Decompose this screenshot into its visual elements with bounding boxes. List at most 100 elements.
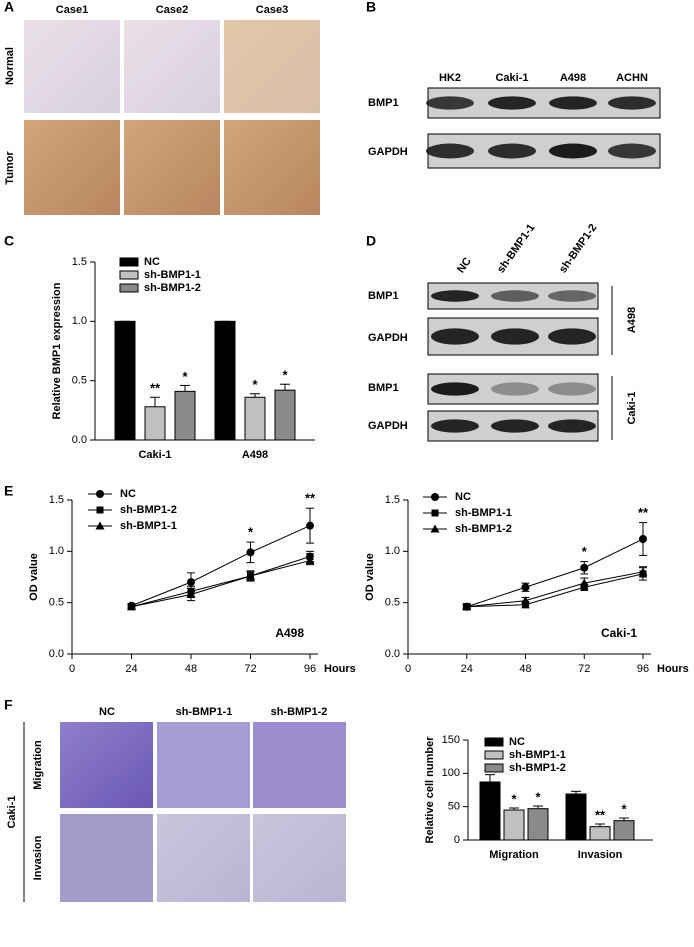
row-label: Migration bbox=[32, 740, 44, 790]
band bbox=[491, 328, 539, 345]
legend-marker bbox=[96, 490, 104, 498]
legend-swatch bbox=[119, 283, 139, 293]
significance: * bbox=[182, 369, 188, 384]
legend-label: NC bbox=[455, 491, 471, 503]
band bbox=[431, 419, 479, 433]
y-tick-label: 1.5 bbox=[385, 494, 400, 506]
x-tick-label: 24 bbox=[461, 663, 473, 675]
band-label: GAPDH bbox=[368, 146, 408, 158]
x-tick-label: 96 bbox=[304, 663, 316, 675]
cell-label: Caki-1 bbox=[6, 795, 18, 828]
x-tick-label: A498 bbox=[242, 449, 268, 461]
band-label: BMP1 bbox=[368, 382, 399, 394]
significance: ** bbox=[638, 505, 649, 520]
marker bbox=[306, 521, 314, 530]
ihc-image bbox=[224, 120, 320, 215]
bar bbox=[479, 781, 501, 841]
legend-marker bbox=[430, 524, 440, 533]
y-tick-label: 1.0 bbox=[49, 545, 64, 557]
y-tick-label: 0.0 bbox=[385, 648, 400, 660]
band bbox=[548, 419, 596, 433]
transwell-image bbox=[253, 814, 346, 902]
lane-label: Caki-1 bbox=[495, 72, 528, 84]
bar bbox=[174, 390, 196, 441]
marker bbox=[187, 578, 195, 587]
x-axis-title: Hours bbox=[324, 663, 356, 675]
ihc-image bbox=[224, 20, 320, 113]
band bbox=[426, 96, 474, 110]
legend-marker bbox=[96, 506, 104, 514]
panel-label: A bbox=[4, 0, 14, 15]
y-axis-title: Relative BMP1 expression bbox=[51, 282, 63, 419]
panel-label: C bbox=[4, 233, 14, 249]
band bbox=[491, 419, 539, 433]
legend-swatch bbox=[484, 737, 504, 747]
band-label: BMP1 bbox=[368, 97, 399, 109]
x-tick-label: 0 bbox=[69, 663, 75, 675]
bar bbox=[274, 389, 296, 441]
lane-label: sh-BMP1-2 bbox=[557, 222, 599, 275]
x-axis-title: Hours bbox=[657, 663, 689, 675]
legend-label: sh-BMP1-2 bbox=[455, 523, 512, 535]
legend-label: sh-BMP1-1 bbox=[509, 749, 566, 761]
marker bbox=[127, 602, 136, 611]
y-tick-label: 0.5 bbox=[49, 597, 64, 609]
y-tick-label: 150 bbox=[442, 734, 460, 746]
significance: * bbox=[248, 525, 254, 540]
band bbox=[491, 382, 539, 396]
significance: ** bbox=[150, 381, 161, 396]
lane-label: sh-BMP1-1 bbox=[495, 222, 537, 275]
legend-label: NC bbox=[120, 488, 136, 500]
band bbox=[491, 290, 539, 302]
y-tick-label: 0.5 bbox=[72, 375, 87, 387]
marker bbox=[305, 556, 315, 565]
panel-label: F bbox=[4, 697, 13, 713]
band bbox=[608, 96, 656, 110]
band bbox=[548, 290, 596, 302]
bar bbox=[565, 793, 587, 841]
ihc-image bbox=[24, 120, 120, 215]
marker bbox=[580, 563, 589, 572]
marker bbox=[521, 596, 530, 605]
bar bbox=[244, 396, 266, 441]
bar bbox=[589, 826, 611, 841]
y-tick-label: 0.0 bbox=[72, 434, 87, 446]
legend-marker bbox=[431, 509, 439, 517]
marker bbox=[522, 601, 529, 609]
y-tick-label: 1.5 bbox=[72, 256, 87, 268]
lane-label: ACHN bbox=[616, 72, 648, 84]
row-label: Normal bbox=[4, 47, 16, 85]
legend-label: sh-BMP1-2 bbox=[144, 282, 201, 294]
marker bbox=[521, 583, 530, 592]
legend-label: sh-BMP1-1 bbox=[144, 269, 201, 281]
legend-label: NC bbox=[144, 256, 160, 268]
y-tick-label: 100 bbox=[442, 767, 460, 779]
ihc-image bbox=[124, 20, 220, 113]
row-label: Invasion bbox=[32, 835, 44, 880]
ihc-image bbox=[124, 120, 220, 215]
band bbox=[549, 143, 597, 159]
bar bbox=[114, 320, 136, 441]
band bbox=[548, 328, 596, 345]
series-line bbox=[131, 525, 311, 607]
band bbox=[431, 382, 479, 396]
y-axis-title: OD value bbox=[364, 553, 376, 601]
significance: * bbox=[535, 789, 541, 804]
legend-label: sh-BMP1-2 bbox=[509, 762, 566, 774]
significance: ** bbox=[305, 491, 316, 506]
y-tick-label: 0 bbox=[454, 834, 460, 846]
band bbox=[431, 290, 479, 302]
bar bbox=[144, 406, 166, 441]
x-tick-label: 48 bbox=[519, 663, 531, 675]
legend-swatch bbox=[119, 270, 139, 280]
panel-label: E bbox=[4, 483, 13, 499]
marker bbox=[186, 589, 196, 598]
column-label: NC bbox=[99, 706, 115, 718]
significance: ** bbox=[595, 807, 606, 822]
legend-label: sh-BMP1-2 bbox=[120, 504, 177, 516]
x-tick-label: 48 bbox=[185, 663, 197, 675]
series-line bbox=[466, 573, 644, 608]
legend-marker bbox=[95, 521, 105, 530]
significance: * bbox=[252, 377, 258, 392]
